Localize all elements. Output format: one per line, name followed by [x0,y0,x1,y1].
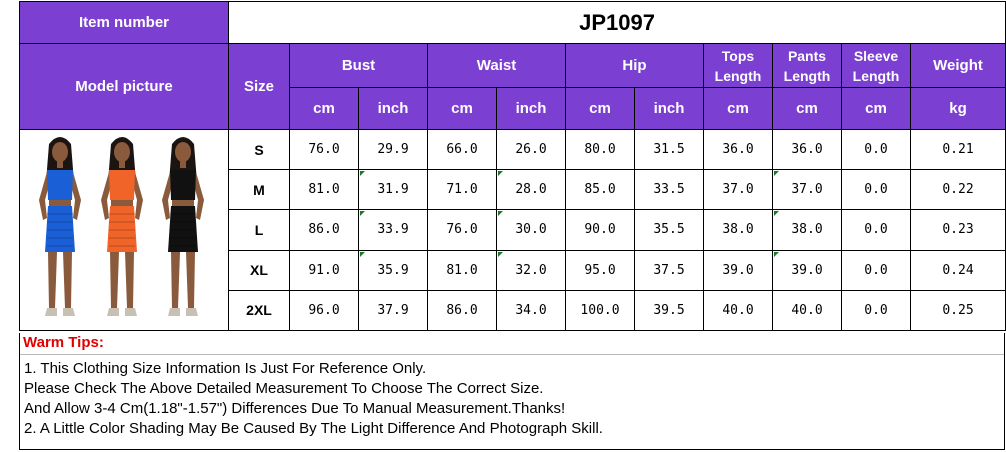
value-cell: 0.0 [841,128,911,171]
value-cell: 0.0 [841,209,911,251]
bust-header: Bust [289,43,428,88]
model-figure [39,137,81,316]
item-number-value: JP1097 [227,1,1006,44]
weight-header: Weight [909,43,1006,88]
value-cell: 37.0 [703,169,773,211]
size-cell: M [228,169,290,211]
value-cell: 40.0 [703,289,773,332]
size-cell: XL [228,249,290,291]
model-figure [101,137,143,316]
value-cell: 66.0 [427,128,497,171]
model-picture-image [39,137,204,316]
value-cell: 37.5 [634,249,704,291]
value-cell: 80.0 [565,128,635,171]
table-row: 2XL 96.0 37.9 86.0 34.0 100.0 39.5 40.0 … [20,289,1006,332]
value-cell: 81.0 [289,169,359,211]
unit-cell: cm [289,87,359,130]
value-cell: 86.0 [427,289,497,332]
unit-cell: cm [703,87,773,130]
value-cell: 0.21 [909,128,1006,171]
value-cell: 0.0 [841,289,911,332]
model-picture-label: Model picture [19,43,229,130]
value-cell: 29.9 [358,128,428,171]
value-cell: 100.0 [565,289,635,332]
value-cell: 28.0 [496,169,566,211]
value-cell: 95.0 [565,249,635,291]
divider [20,354,1004,355]
value-cell: 91.0 [289,249,359,291]
size-chart: Item number JP1097 Model picture Size Bu… [19,1,1006,450]
warm-tips-title: Warm Tips: [23,334,104,351]
tip-line: 1. This Clothing Size Information Is Jus… [24,360,427,377]
tip-line: 2. A Little Color Shading May Be Caused … [24,420,603,437]
unit-cell: inch [634,87,704,130]
value-cell: 0.23 [909,209,1006,251]
tip-line: Please Check The Above Detailed Measurem… [24,380,544,397]
size-cell: S [228,128,290,171]
value-cell: 0.0 [841,169,911,211]
waist-header: Waist [427,43,566,88]
value-cell: 71.0 [427,169,497,211]
unit-cell: cm [427,87,497,130]
value-cell: 90.0 [565,209,635,251]
tip-line: And Allow 3-4 Cm(1.18"-1.57") Difference… [24,400,566,417]
value-cell: 85.0 [565,169,635,211]
value-cell: 32.0 [496,249,566,291]
unit-cell: cm [772,87,842,130]
unit-cell: inch [496,87,566,130]
value-cell: 76.0 [427,209,497,251]
value-cell: 35.9 [358,249,428,291]
value-cell: 26.0 [496,128,566,171]
size-cell: 2XL [228,289,290,332]
model-picture [19,129,229,331]
unit-cell: cm [841,87,911,130]
value-cell: 38.0 [703,209,773,251]
value-cell: 33.9 [358,209,428,251]
value-cell: 40.0 [772,289,842,332]
value-cell: 30.0 [496,209,566,251]
size-table: Item number JP1097 Model picture Size Bu… [19,1,1006,332]
value-cell: 39.5 [634,289,704,332]
value-cell: 35.5 [634,209,704,251]
unit-cell: cm [565,87,635,130]
size-cell: L [228,209,290,251]
value-cell: 0.24 [909,249,1006,291]
hip-header: Hip [565,43,704,88]
value-cell: 39.0 [703,249,773,291]
table-row: L 86.0 33.9 76.0 30.0 90.0 35.5 38.0 38.… [20,209,1006,251]
pants-length-header: Pants Length [772,43,842,88]
sleeve-length-header: Sleeve Length [841,43,911,88]
model-figure [162,137,204,316]
value-cell: 38.0 [772,209,842,251]
table-row: M 81.0 31.9 71.0 28.0 85.0 33.5 37.0 37.… [20,169,1006,211]
value-cell: 37.9 [358,289,428,332]
value-cell: 31.5 [634,128,704,171]
value-cell: 0.25 [909,289,1006,332]
warm-tips: Warm Tips: 1. This Clothing Size Informa… [19,333,1005,450]
value-cell: 31.9 [358,169,428,211]
unit-cell: inch [358,87,428,130]
value-cell: 34.0 [496,289,566,332]
value-cell: 86.0 [289,209,359,251]
value-cell: 0.22 [909,169,1006,211]
item-number-label: Item number [19,1,229,44]
size-header: Size [228,43,290,130]
value-cell: 33.5 [634,169,704,211]
value-cell: 37.0 [772,169,842,211]
value-cell: 96.0 [289,289,359,332]
value-cell: 76.0 [289,128,359,171]
value-cell: 0.0 [841,249,911,291]
table-row: S 76.0 29.9 66.0 26.0 80.0 31.5 36.0 36.… [19,128,1006,331]
value-cell: 39.0 [772,249,842,291]
tops-length-header: Tops Length [703,43,773,88]
value-cell: 81.0 [427,249,497,291]
value-cell: 36.0 [703,128,773,171]
unit-cell: kg [909,87,1006,130]
value-cell: 36.0 [772,128,842,171]
